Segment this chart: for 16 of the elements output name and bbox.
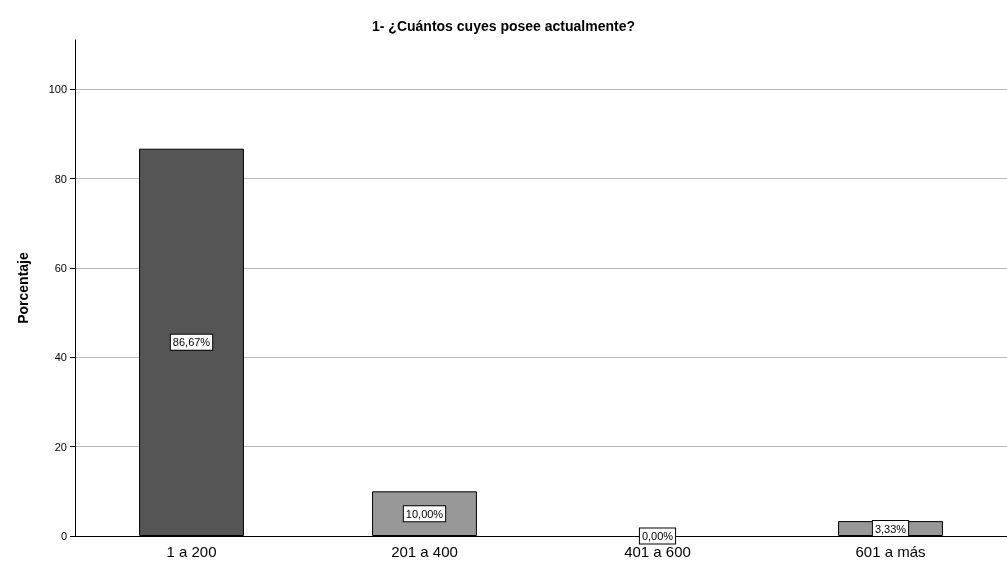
x-tick-label: 1 a 200 [166, 543, 217, 560]
data-label: 3,33% [874, 522, 907, 535]
y-tick-label: 20 [54, 440, 67, 453]
y-tick-label: 80 [54, 172, 67, 185]
data-label: 10,00% [405, 507, 444, 520]
y-tick-label: 60 [54, 261, 67, 274]
y-tick-label: 100 [48, 83, 67, 96]
y-tick-label: 40 [54, 351, 67, 364]
x-tick-label: 401 a 600 [624, 543, 691, 560]
x-tick-label: 601 a más [855, 543, 926, 560]
y-axis-title: Porcentaje [15, 252, 31, 324]
y-tick-label: 0 [60, 530, 67, 542]
data-label: 0,00% [641, 530, 674, 542]
data-label: 86,67% [172, 336, 211, 349]
chart-title: 1- ¿Cuántos cuyes posee actualmente? [372, 18, 635, 34]
x-tick-label: 201 a 400 [391, 543, 458, 560]
